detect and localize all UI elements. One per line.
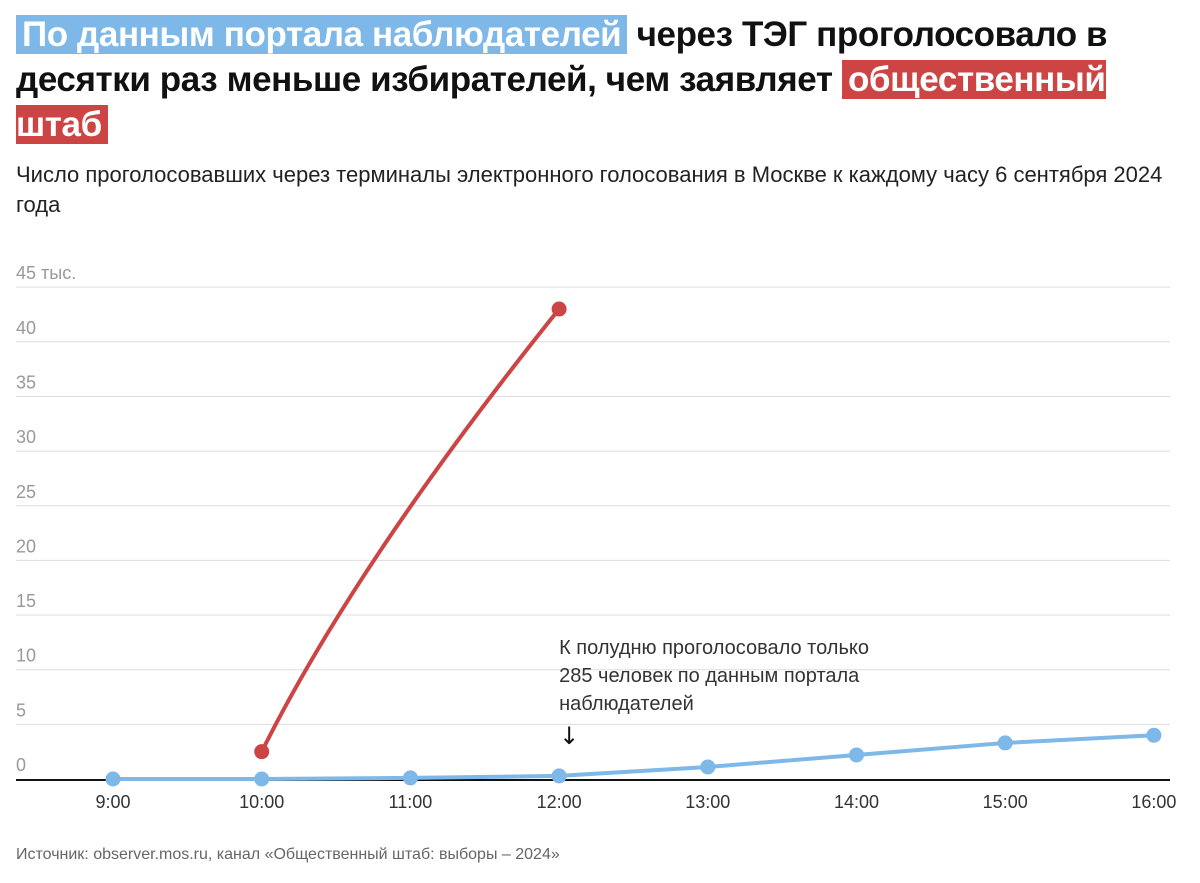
annotation-text: 285 человек по данным портала [559,665,860,687]
observers-data-point [402,770,418,786]
x-tick-label: 11:00 [389,792,433,812]
title-highlight-observers: По данным портала наблюдателей [16,15,628,54]
y-tick-label: 20 [16,536,36,556]
observers-data-point [700,759,716,775]
annotation-arrow: ↓ [559,722,579,750]
y-tick-label: 30 [16,427,36,447]
y-tick-label: 5 [16,700,26,720]
chart-subtitle: Число проголосовавших через терминалы эл… [16,162,1163,217]
x-tick-label: 14:00 [834,792,879,812]
x-tick-label: 9:00 [95,792,130,812]
headquarters-series-line [259,307,562,754]
y-tick-label: 45 тыс. [16,263,76,283]
source-note: Источник: observer.mos.ru, канал «Общест… [16,846,560,863]
x-tick-label: 13:00 [685,792,730,812]
observers-data-point [254,771,270,787]
chart-title: По данным портала наблюдателей через ТЭГ… [16,12,1186,147]
x-tick-label: 10:00 [239,792,284,812]
observers-data-point [997,735,1013,751]
x-tick-label: 16:00 [1131,792,1176,812]
observers-data-point [551,768,567,784]
y-tick-label: 35 [16,372,36,392]
title-text: через ТЭГ проголосовало в десятки раз ме… [16,15,1108,99]
y-tick-label: 10 [16,646,36,666]
y-tick-label: 15 [16,591,36,611]
y-tick-label: 25 [16,482,36,502]
y-tick-label: 0 [16,755,26,775]
observers-data-point [849,747,864,763]
headquarters-data-point [254,744,270,760]
headquarters-data-point [551,301,567,317]
line-chart: 0 5 10 15 20 25 30 35 40 45 тыс. 9:00 10:00 11:00 12:… [16,263,1176,812]
annotation-text: К полудню проголосовало только [559,637,869,659]
observers-data-point [105,771,121,787]
x-tick-label: 12:00 [537,792,582,812]
observers-series-line [111,733,1156,781]
annotation-text: наблюдателей [559,693,694,715]
observers-data-point [1146,727,1162,743]
y-tick-label: 40 [16,318,36,338]
x-tick-label: 15:00 [983,792,1028,812]
